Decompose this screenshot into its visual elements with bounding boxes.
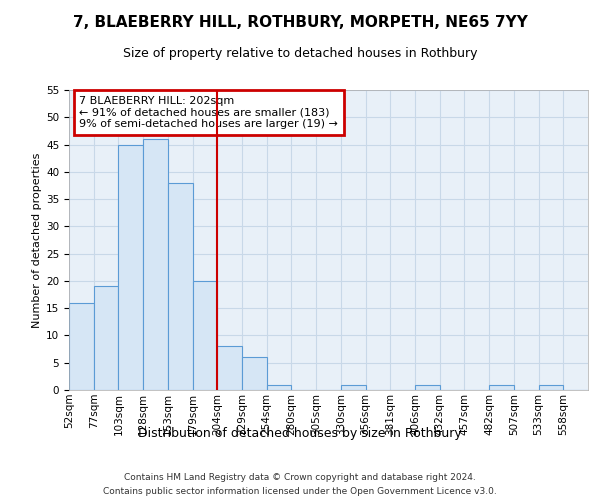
Bar bbox=[69, 302, 94, 390]
Bar bbox=[168, 182, 193, 390]
Bar bbox=[415, 384, 440, 390]
Text: Distribution of detached houses by size in Rothbury: Distribution of detached houses by size … bbox=[138, 428, 462, 440]
Y-axis label: Number of detached properties: Number of detached properties bbox=[32, 152, 42, 328]
Bar bbox=[217, 346, 242, 390]
Bar bbox=[539, 384, 563, 390]
Bar bbox=[143, 139, 168, 390]
Text: 7 BLAEBERRY HILL: 202sqm
← 91% of detached houses are smaller (183)
9% of semi-d: 7 BLAEBERRY HILL: 202sqm ← 91% of detach… bbox=[79, 96, 338, 129]
Text: 7, BLAEBERRY HILL, ROTHBURY, MORPETH, NE65 7YY: 7, BLAEBERRY HILL, ROTHBURY, MORPETH, NE… bbox=[73, 15, 527, 30]
Text: Contains HM Land Registry data © Crown copyright and database right 2024.: Contains HM Land Registry data © Crown c… bbox=[124, 472, 476, 482]
Bar bbox=[94, 286, 118, 390]
Bar bbox=[193, 281, 217, 390]
Bar bbox=[341, 384, 365, 390]
Text: Contains public sector information licensed under the Open Government Licence v3: Contains public sector information licen… bbox=[103, 488, 497, 496]
Text: Size of property relative to detached houses in Rothbury: Size of property relative to detached ho… bbox=[123, 48, 477, 60]
Bar bbox=[242, 358, 267, 390]
Bar bbox=[267, 384, 292, 390]
Bar bbox=[118, 144, 143, 390]
Bar bbox=[489, 384, 514, 390]
